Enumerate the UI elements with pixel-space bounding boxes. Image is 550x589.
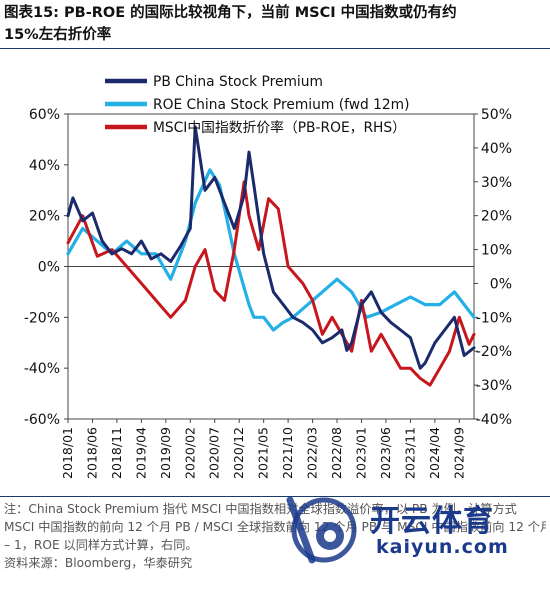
x-tick-label: 2022/03: [305, 427, 320, 479]
title-line-1: 图表15: PB-ROE 的国际比较视角下，当前 MSCI 中国指数或仍有约: [4, 5, 457, 21]
left-tick-label: 20%: [29, 209, 60, 225]
x-tick-label: 2023/01: [353, 427, 368, 479]
chart-series: [66, 125, 476, 387]
x-tick-label: 2019/09: [158, 427, 173, 479]
watermark-en: kaiyun.com: [376, 536, 509, 558]
watermark-icon: [286, 496, 357, 564]
chart-axes: 60% 40% 20% 0% -20% -40% -60% 50% 40% 30% 20% 10% 0%…: [24, 107, 512, 479]
note-line-2: MSCI 中国指数的前向 12 个月 PB / MSCI 全球指数前向 12 个…: [4, 520, 546, 534]
x-tick-label: 2023/06: [378, 427, 393, 479]
roe-series-line: [66, 168, 476, 332]
x-tick-label: 2018/01: [60, 427, 75, 479]
notes-divider: [0, 496, 550, 497]
right-tick-label: 40%: [481, 141, 512, 157]
watermark-cn: 开云体育: [370, 504, 494, 539]
left-tick-label: 60%: [29, 107, 60, 123]
left-tick-label: -20%: [24, 310, 60, 326]
right-tick-label: 0%: [490, 276, 512, 292]
title-divider: [0, 48, 550, 49]
note-line-1: 注：China Stock Premium 指代 MSCI 中国指数相对全球指数…: [4, 502, 517, 516]
right-tick-label: -10%: [476, 310, 512, 326]
left-tick-label: -40%: [24, 361, 60, 377]
legend-pb-label: PB China Stock Premium: [153, 74, 323, 90]
right-tick-label: 50%: [481, 107, 512, 123]
x-tick-label: 2021/05: [256, 427, 271, 479]
title-line-2: 15%左右折价率: [4, 27, 112, 43]
x-tick-label: 2024/04: [427, 427, 442, 479]
x-tick-label: 2020/12: [231, 427, 246, 479]
right-tick-label: 30%: [481, 175, 512, 191]
x-tick-label: 2024/09: [451, 427, 466, 479]
right-tick-label: -30%: [476, 378, 512, 394]
right-tick-label: 20%: [481, 209, 512, 225]
msci-discount-series-line: [66, 180, 476, 387]
x-tick-label: 2023/11: [402, 427, 417, 479]
x-tick-label: 2020/02: [182, 427, 197, 479]
legend-msci-label: MSCI中国指数折价率（PB-ROE，RHS）: [153, 119, 406, 136]
right-tick-label: 10%: [481, 243, 512, 259]
x-tick-label: 2020/07: [207, 427, 222, 479]
chart: 60% 40% 20% 0% -20% -40% -60% 50% 40% 30% 20% 10% 0%…: [24, 74, 512, 479]
x-tick-label: 2018/11: [109, 427, 124, 479]
figure-notes: 注：China Stock Premium 指代 MSCI 中国指数相对全球指数…: [4, 500, 546, 572]
note-line-3: – 1，ROE 以同样方式计算，右同。: [4, 538, 198, 552]
source-line: 资料来源：Bloomberg，华泰研究: [4, 556, 193, 570]
left-tick-label: 40%: [29, 158, 60, 174]
left-tick-label: -60%: [24, 412, 60, 428]
right-tick-label: -20%: [476, 344, 512, 360]
watermark-logo: 开云体育 kaiyun.com: [272, 490, 548, 570]
pb-series-line: [66, 125, 476, 370]
x-tick-label: 2021/10: [280, 427, 295, 479]
x-tick-label: 2019/04: [133, 427, 148, 479]
x-tick-label: 2018/06: [84, 427, 99, 479]
figure-title: 图表15: PB-ROE 的国际比较视角下，当前 MSCI 中国指数或仍有约 1…: [4, 2, 546, 46]
chart-legend: PB China Stock Premium ROE China Stock Pr…: [105, 74, 410, 136]
left-tick-label: 0%: [38, 260, 60, 276]
x-tick-label: 2022/08: [329, 427, 344, 479]
right-tick-label: -40%: [476, 412, 512, 428]
legend-roe-label: ROE China Stock Premium (fwd 12m): [153, 97, 410, 113]
